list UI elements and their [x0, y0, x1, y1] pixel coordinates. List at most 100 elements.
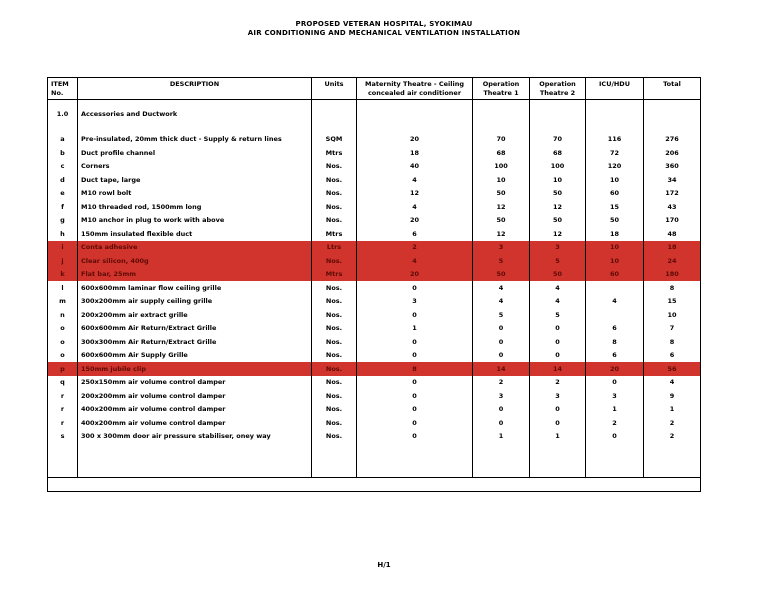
col-header-maternity-line1: Maternity Theatre - Ceiling: [365, 80, 464, 88]
cell-c2: [472, 99, 530, 108]
cell-item: d: [47, 173, 78, 187]
cell-c4: 120: [585, 159, 644, 173]
cell-c2: 0: [472, 321, 530, 335]
cell-c2: 50: [472, 267, 530, 281]
table-row: s 300 x 300mm door air pressure stabilise…: [47, 429, 701, 443]
table-row: r 400x200mm air volume control damper Nos.…: [47, 416, 701, 430]
cell-c2: 100: [472, 159, 530, 173]
cell-units: [311, 107, 357, 121]
cell-c1: [356, 120, 473, 133]
cell-total: 2: [643, 429, 701, 443]
cell-total: 8: [643, 281, 701, 295]
cell-c1: 2: [356, 240, 473, 254]
spacer-sm-row: [47, 99, 701, 108]
cell-total: 43: [643, 200, 701, 214]
col-header-total: Total: [643, 77, 701, 100]
cell-units: Nos.: [311, 429, 357, 443]
cell-item: r: [47, 416, 78, 430]
cell-c1: 4: [356, 200, 473, 214]
cell-c3: 12: [529, 227, 586, 241]
table-row: k Flat bar, 25mm Mtrs 20 50 50 60 180: [47, 267, 701, 281]
cell-c4: 10: [585, 240, 644, 254]
table-row: p 150mm jubile clip Nos. 8 14 14 20 56: [47, 362, 701, 376]
cell-item: r: [47, 389, 78, 403]
cell-c1: 4: [356, 173, 473, 187]
cell-c2: 3: [472, 389, 530, 403]
col-header-ot2-line2: Theatre 2: [539, 89, 576, 97]
cell-c1: 18: [356, 146, 473, 160]
cell-item: g: [47, 213, 78, 227]
cell-total: 9: [643, 389, 701, 403]
cell-c1: [356, 107, 473, 121]
bottom-band-row: [47, 476, 701, 491]
cell-item: h: [47, 227, 78, 241]
cell-item: e: [47, 186, 78, 200]
cell-c3: 4: [529, 294, 586, 308]
cell-c2: 12: [472, 227, 530, 241]
cell-c4: 8: [585, 335, 644, 349]
cell-item: o: [47, 321, 78, 335]
spacer-md-row: [47, 120, 701, 133]
cell-c4: 72: [585, 146, 644, 160]
cell-desc: Accessories and Ductwork: [77, 107, 312, 121]
cell-c1: 6: [356, 227, 473, 241]
cell-c3: 0: [529, 402, 586, 416]
cell-c2: 1: [472, 429, 530, 443]
cell-c1: 0: [356, 402, 473, 416]
col-header-units: Units: [311, 77, 357, 100]
cell-desc: M10 threaded rod, 1500mm long: [77, 200, 312, 214]
col-header-units-line1: Units: [324, 80, 344, 88]
cell-item: o: [47, 348, 78, 362]
cell-c3: 4: [529, 281, 586, 295]
cell-c1: 20: [356, 267, 473, 281]
col-header-icu-hdu: ICU/HDU: [585, 77, 644, 100]
document-title: PROPOSED VETERAN HOSPITAL, SYOKIMAU AIR …: [0, 20, 768, 38]
cell-item: i: [47, 240, 78, 254]
cell-item: n: [47, 308, 78, 322]
table-row: j Clear silicon, 400g Nos. 4 5 5 10 24: [47, 254, 701, 268]
cell-total: 7: [643, 321, 701, 335]
cell-total: 276: [643, 132, 701, 146]
cell-desc: 300 x 300mm door air pressure stabiliser…: [77, 429, 312, 443]
cell-c4: 6: [585, 348, 644, 362]
cell-c3: [529, 443, 586, 477]
cell-c4: 60: [585, 267, 644, 281]
cell-c3: 100: [529, 159, 586, 173]
cell-total: 1: [643, 402, 701, 416]
cell-c1: 0: [356, 389, 473, 403]
cell-desc: Clear silicon, 400g: [77, 254, 312, 268]
cell-c2: [472, 107, 530, 121]
cell-c3: 10: [529, 173, 586, 187]
cell-c4: [585, 443, 644, 477]
col-header-description: DESCRIPTION: [77, 77, 312, 100]
cell-c1: 0: [356, 348, 473, 362]
cell-item: c: [47, 159, 78, 173]
cell-c1: 0: [356, 308, 473, 322]
cell-c2: 10: [472, 173, 530, 187]
cell-c3: 1: [529, 429, 586, 443]
col-header-item-line2: No.: [51, 89, 64, 97]
cell-units: [311, 443, 357, 477]
cell-c4: [585, 99, 644, 108]
cell-units: [311, 120, 357, 133]
cell-c2: 50: [472, 186, 530, 200]
cell-units: [311, 99, 357, 108]
cell-c4: 116: [585, 132, 644, 146]
cell-units: Mtrs: [311, 267, 357, 281]
table-row: i Conta adhesive Ltrs 2 3 3 10 18: [47, 240, 701, 254]
cell-c2: 2: [472, 375, 530, 389]
cell-total: 10: [643, 308, 701, 322]
cell-c2: 5: [472, 308, 530, 322]
cell-c1: 3: [356, 294, 473, 308]
cell-item: m: [47, 294, 78, 308]
cell-c3: 50: [529, 186, 586, 200]
cell-c3: 0: [529, 348, 586, 362]
cell-c1: 8: [356, 362, 473, 376]
cell-units: Nos.: [311, 308, 357, 322]
cell-units: Nos.: [311, 335, 357, 349]
cell-units: Nos.: [311, 213, 357, 227]
cell-c4: 15: [585, 200, 644, 214]
document-title-line1: PROPOSED VETERAN HOSPITAL, SYOKIMAU: [295, 20, 473, 28]
col-header-icu-line1: ICU/HDU: [599, 80, 630, 88]
cell-total: 56: [643, 362, 701, 376]
